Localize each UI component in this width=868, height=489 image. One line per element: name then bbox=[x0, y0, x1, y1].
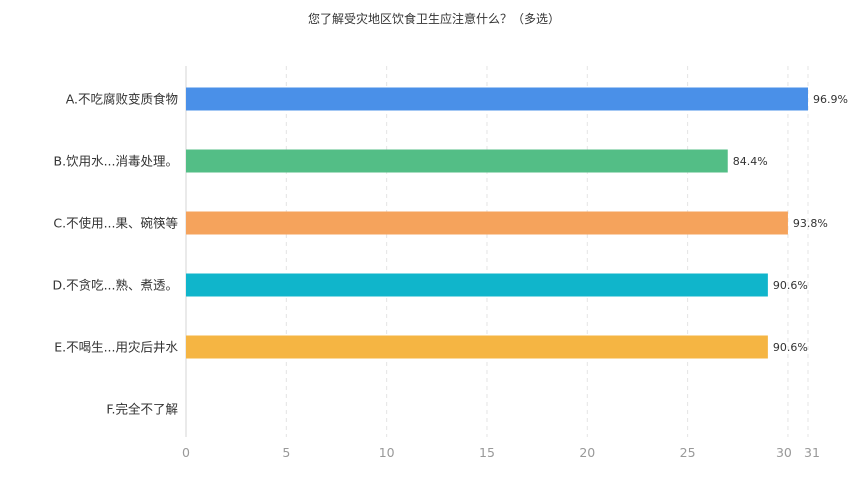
category-label: F.完全不了解 bbox=[106, 402, 178, 417]
bar[interactable] bbox=[186, 211, 788, 235]
x-tick-label: 0 bbox=[182, 445, 190, 460]
value-label: 84.4% bbox=[733, 155, 768, 168]
value-label: 90.6% bbox=[773, 279, 808, 292]
labels: A.不吃腐败变质食物 96.9% B.饮用水...消毒处理。 84.4% C.不使用..… bbox=[52, 92, 847, 417]
bar[interactable] bbox=[186, 335, 768, 359]
category-label: B.饮用水...消毒处理。 bbox=[54, 154, 178, 169]
x-tick-label: 15 bbox=[479, 445, 495, 460]
value-label: 93.8% bbox=[793, 217, 828, 230]
chart-title: 您了解受灾地区饮食卫生应注意什么？（多选） bbox=[307, 12, 560, 26]
x-tick-label: 31 bbox=[804, 445, 820, 460]
bar[interactable] bbox=[186, 87, 808, 111]
grid-lines bbox=[285, 66, 809, 437]
value-label: 90.6% bbox=[773, 341, 808, 354]
x-tick-label: 25 bbox=[680, 445, 696, 460]
x-tick-label: 30 bbox=[776, 445, 792, 460]
category-label: E.不喝生...用灾后井水 bbox=[54, 340, 178, 355]
bar[interactable] bbox=[186, 149, 728, 173]
x-tick-label: 10 bbox=[379, 445, 395, 460]
axes: 0 5 10 15 20 25 30 31 bbox=[182, 66, 820, 460]
category-label: C.不使用...果、碗筷等 bbox=[53, 216, 178, 231]
category-label: A.不吃腐败变质食物 bbox=[66, 92, 178, 107]
value-label: 96.9% bbox=[813, 93, 848, 106]
category-label: D.不贪吃...熟、煮透。 bbox=[52, 278, 178, 293]
bars bbox=[186, 87, 808, 359]
x-tick-label: 20 bbox=[579, 445, 595, 460]
bar[interactable] bbox=[186, 273, 768, 297]
x-tick-label: 5 bbox=[282, 445, 290, 460]
